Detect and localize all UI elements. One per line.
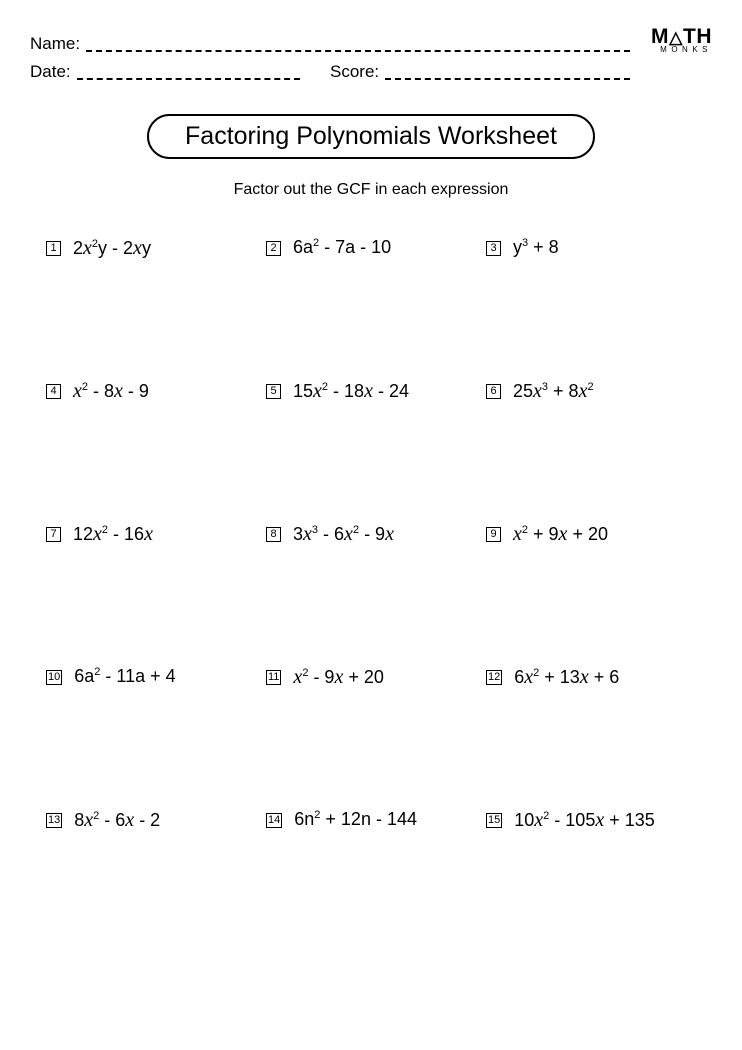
problem-expression: 6x2 + 13x + 6: [514, 666, 619, 689]
name-line[interactable]: [86, 50, 630, 52]
problem-number: 1: [46, 241, 61, 256]
problem-expression: 6a2 - 11a + 4: [74, 666, 175, 687]
problem-expression: x2 + 9x + 20: [513, 523, 608, 546]
problem-expression: 15x2 - 18x - 24: [293, 380, 409, 403]
problem-item: 4 x2 - 8x - 9: [46, 380, 256, 403]
header-row-1: Name: MTH MONKS: [30, 28, 712, 54]
score-line[interactable]: [385, 78, 630, 80]
problem-expression: 6n2 + 12n - 144: [294, 809, 417, 830]
name-field: Name:: [30, 34, 630, 54]
problem-number: 14: [266, 813, 282, 828]
problem-item: 7 12x2 - 16x: [46, 523, 256, 546]
date-label: Date:: [30, 62, 71, 82]
problem-number: 12: [486, 670, 502, 685]
name-label: Name:: [30, 34, 80, 54]
instructions: Factor out the GCF in each expression: [30, 181, 712, 199]
problem-number: 13: [46, 813, 62, 828]
problem-expression: 8x2 - 6x - 2: [74, 809, 160, 832]
problem-number: 4: [46, 384, 61, 399]
problem-item: 5 15x2 - 18x - 24: [266, 380, 476, 403]
problem-item: 9 x2 + 9x + 20: [486, 523, 696, 546]
problem-item: 8 3x3 - 6x2 - 9x: [266, 523, 476, 546]
problem-expression: 6a2 - 7a - 10: [293, 237, 391, 258]
problem-expression: 25x3 + 8x2: [513, 380, 594, 403]
triangle-icon: [669, 28, 683, 46]
problem-expression: y3 + 8: [513, 237, 559, 258]
problem-item: 3 y3 + 8: [486, 237, 696, 260]
problem-number: 8: [266, 527, 281, 542]
score-label: Score:: [330, 62, 379, 82]
problem-expression: x2 - 9x + 20: [293, 666, 383, 689]
problem-number: 5: [266, 384, 281, 399]
problem-number: 6: [486, 384, 501, 399]
problem-number: 15: [486, 813, 502, 828]
date-field: Date:: [30, 62, 300, 82]
problem-item: 11 x2 - 9x + 20: [266, 666, 476, 689]
logo-top: MTH: [648, 28, 712, 46]
problem-item: 14 6n2 + 12n - 144: [266, 809, 476, 832]
title-container: Factoring Polynomials Worksheet: [30, 114, 712, 159]
brand-logo: MTH MONKS: [648, 28, 712, 54]
problem-expression: 10x2 - 105x + 135: [514, 809, 655, 832]
problems-grid: 1 2x2y - 2xy 2 6a2 - 7a - 10 3 y3 + 8 4 x2 - 8x…: [30, 237, 712, 832]
problem-number: 9: [486, 527, 501, 542]
problem-item: 1 2x2y - 2xy: [46, 237, 256, 260]
problem-number: 7: [46, 527, 61, 542]
problem-number: 3: [486, 241, 501, 256]
page-title: Factoring Polynomials Worksheet: [147, 114, 595, 159]
date-line[interactable]: [77, 78, 300, 80]
score-field: Score:: [330, 62, 630, 82]
problem-expression: 3x3 - 6x2 - 9x: [293, 523, 394, 546]
problem-item: 15 10x2 - 105x + 135: [486, 809, 696, 832]
problem-expression: 2x2y - 2xy: [73, 237, 151, 260]
problem-item: 12 6x2 + 13x + 6: [486, 666, 696, 689]
problem-expression: x2 - 8x - 9: [73, 380, 149, 403]
problem-item: 2 6a2 - 7a - 10: [266, 237, 476, 260]
problem-item: 6 25x3 + 8x2: [486, 380, 696, 403]
problem-item: 13 8x2 - 6x - 2: [46, 809, 256, 832]
problem-number: 10: [46, 670, 62, 685]
problem-expression: 12x2 - 16x: [73, 523, 153, 546]
problem-item: 10 6a2 - 11a + 4: [46, 666, 256, 689]
header-row-2: Date: Score:: [30, 62, 630, 82]
problem-number: 11: [266, 670, 281, 685]
problem-number: 2: [266, 241, 281, 256]
